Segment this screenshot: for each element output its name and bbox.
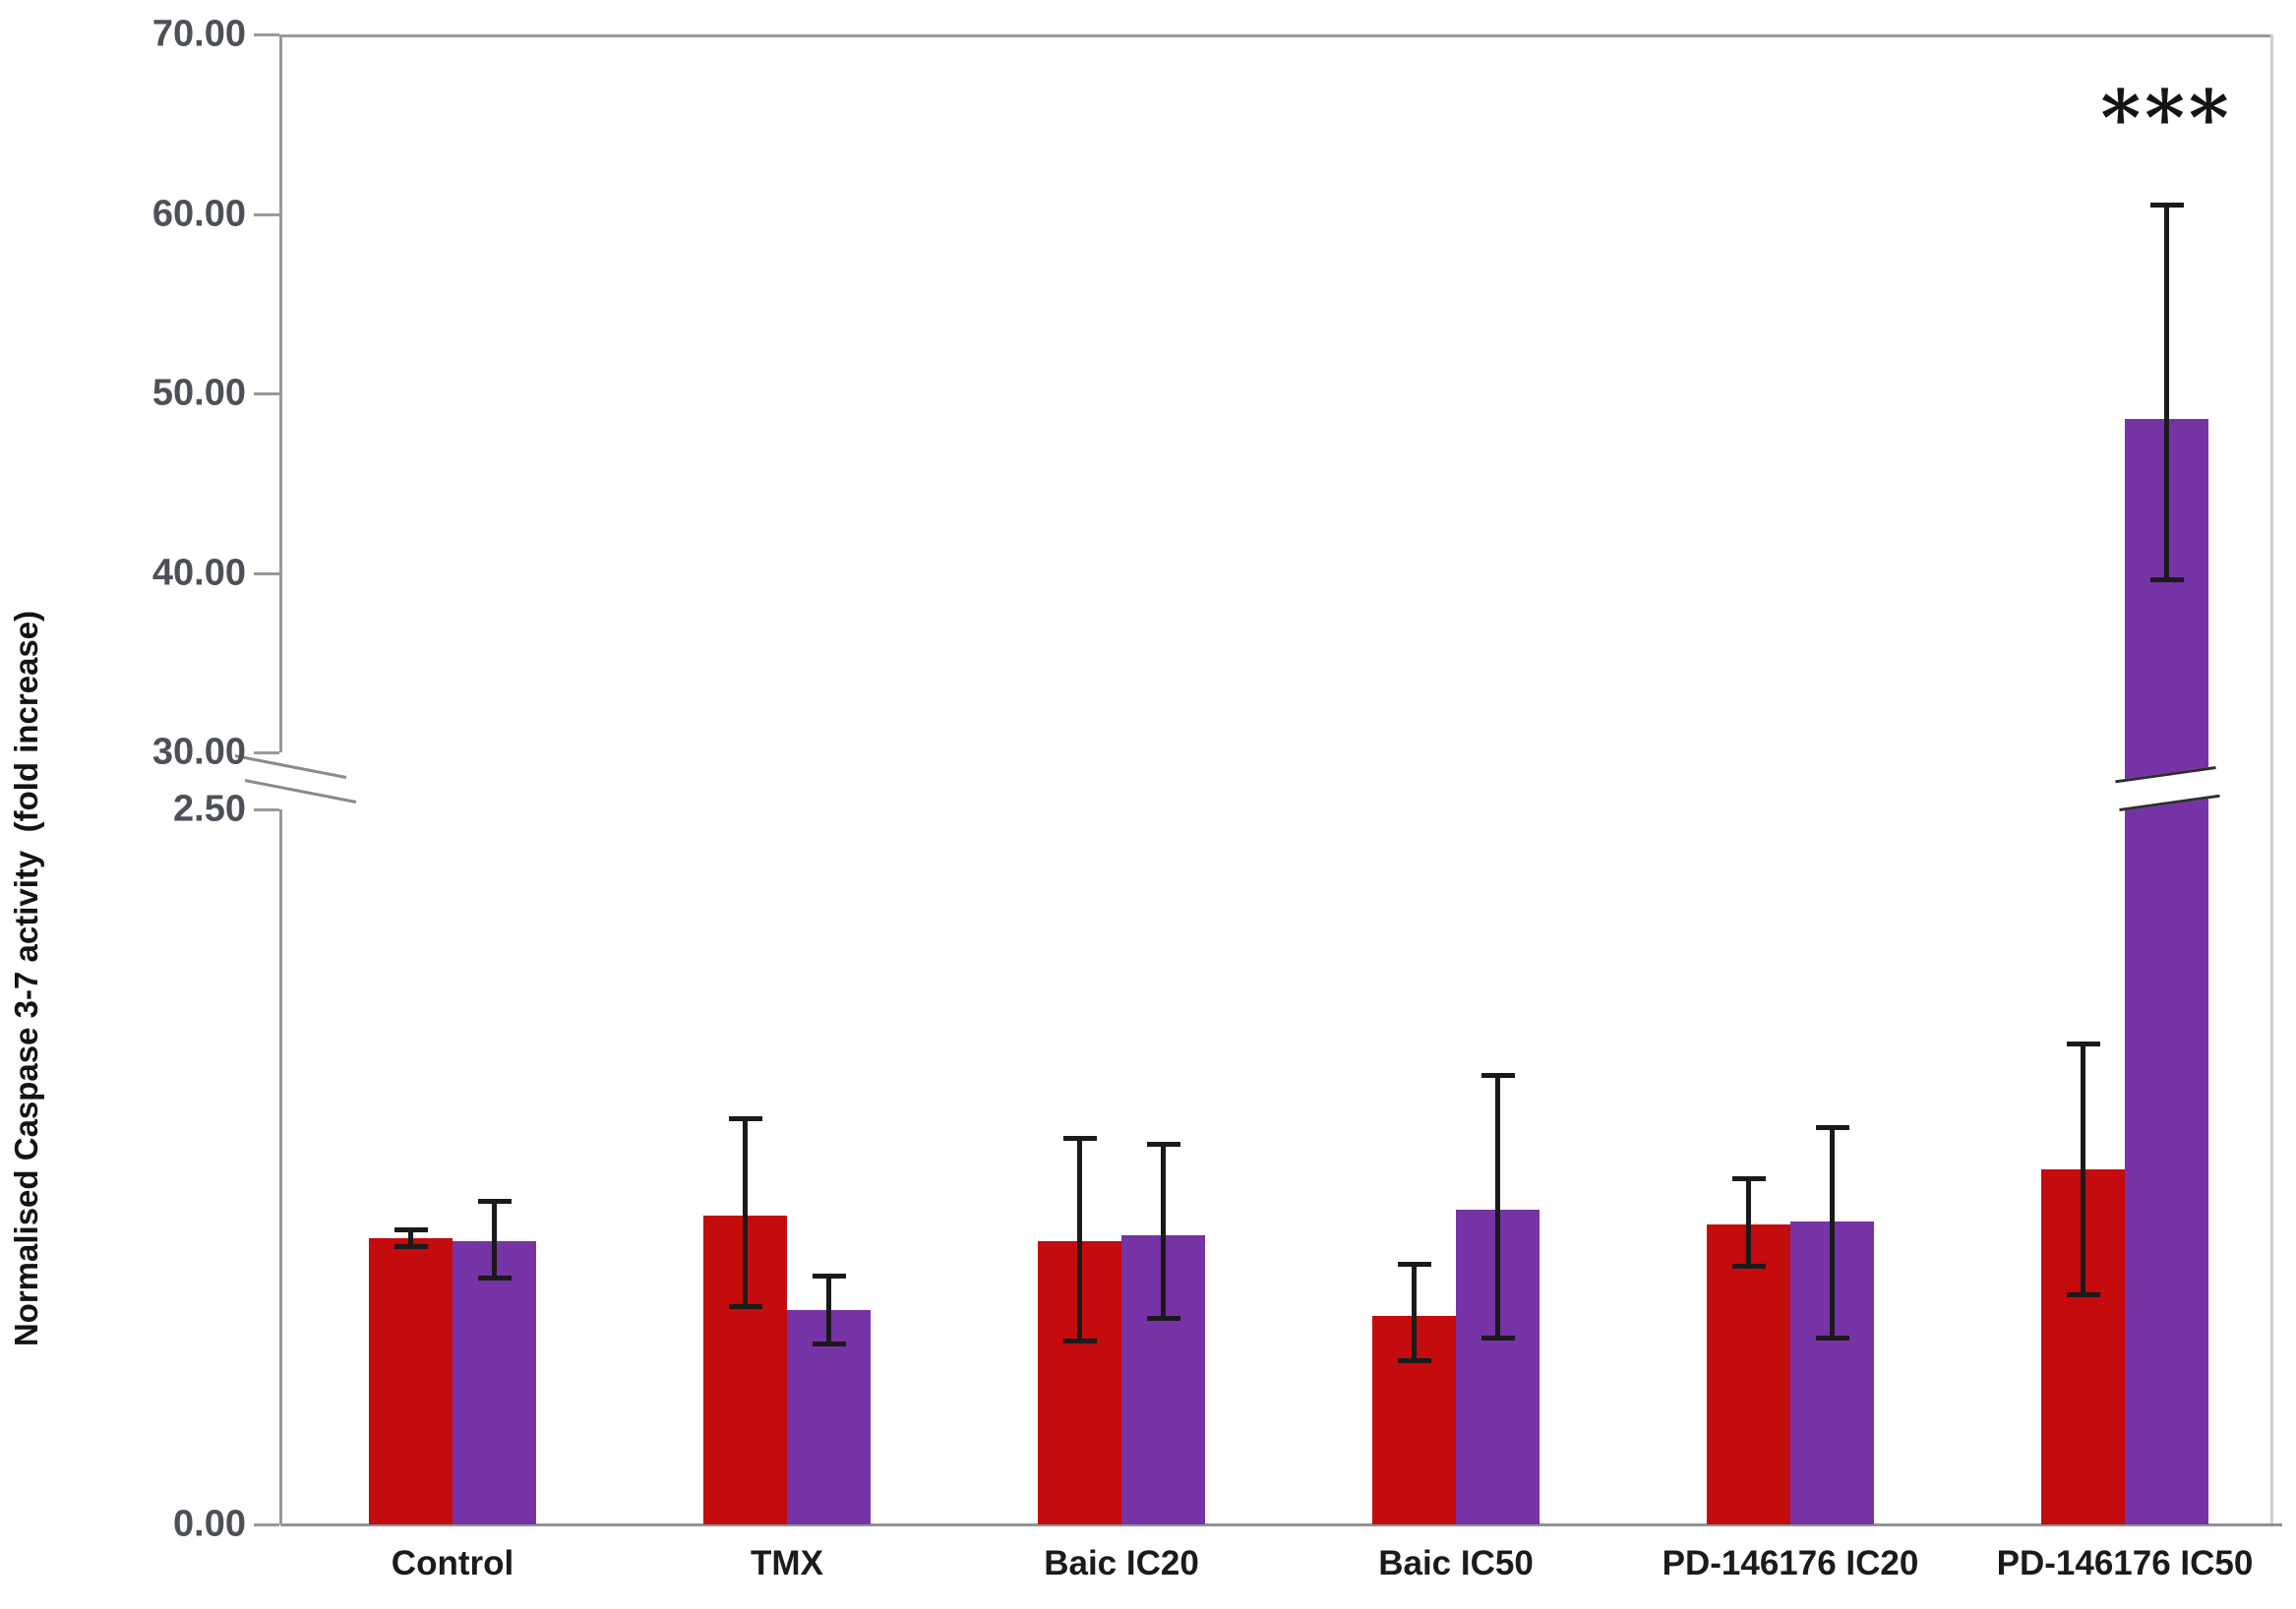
error-cap-top-series-purple-baic-ic20: [1146, 1142, 1180, 1148]
bar-series-red-control: [369, 1238, 453, 1524]
error-cap-top-series-purple-tmx: [812, 1274, 846, 1279]
error-cap-bottom-series-purple-pd-146176-ic50: [2149, 576, 2184, 582]
y-tick-label: 2.50: [173, 788, 246, 830]
error-bar-series-purple-pd-146176-ic50: [2164, 205, 2169, 580]
category-label: PD-146176 IC20: [1662, 1544, 1919, 1582]
error-cap-top-series-purple-pd-146176-ic50: [2149, 203, 2184, 209]
error-cap-top-series-red-tmx: [728, 1116, 762, 1122]
error-bar-series-purple-control: [492, 1201, 497, 1279]
bar-series-purple-pd-146176-ic50: [2125, 418, 2208, 1524]
error-bar-series-purple-pd-146176-ic20: [1830, 1126, 1835, 1339]
error-cap-top-series-red-baic-ic50: [1397, 1262, 1431, 1268]
y-tick-mark: [254, 33, 279, 36]
error-cap-bottom-series-purple-baic-ic50: [1480, 1335, 1515, 1341]
error-cap-top-series-purple-control: [477, 1199, 512, 1205]
category-label: Baic IC20: [1044, 1544, 1199, 1582]
category-label: Baic IC50: [1378, 1544, 1534, 1582]
error-cap-bottom-series-purple-pd-146176-ic20: [1815, 1335, 1849, 1341]
error-cap-bottom-series-red-pd-146176-ic20: [1731, 1264, 1766, 1270]
y-tick-mark: [254, 212, 279, 216]
plot-right-border: [2270, 34, 2273, 1524]
x-axis-line: [280, 1523, 2282, 1526]
y-tick-mark: [254, 751, 279, 754]
y-axis-lower-segment: [279, 809, 282, 1524]
error-cap-bottom-series-purple-baic-ic20: [1146, 1315, 1180, 1321]
significance-stars: ***: [2100, 74, 2233, 163]
error-cap-top-series-red-baic-ic20: [1062, 1136, 1097, 1142]
error-bar-series-red-pd-146176-ic20: [1746, 1178, 1751, 1268]
category-label: PD-146176 IC50: [1996, 1544, 2254, 1582]
error-cap-top-series-red-control: [393, 1227, 428, 1233]
y-tick-label: 30.00: [151, 731, 246, 773]
error-bar-series-purple-tmx: [826, 1276, 831, 1344]
error-bar-series-purple-baic-ic20: [1161, 1144, 1166, 1319]
error-cap-bottom-series-red-pd-146176-ic50: [2066, 1292, 2100, 1298]
error-bar-series-red-tmx: [743, 1118, 748, 1307]
axis-break-slash-2: [244, 779, 357, 804]
y-tick-mark: [254, 808, 279, 811]
category-label: TMX: [751, 1544, 823, 1582]
y-tick-mark: [254, 392, 279, 395]
error-cap-bottom-series-red-tmx: [728, 1303, 762, 1309]
y-axis-title: Normalised Caspase 3-7 activity (fold in…: [8, 610, 44, 1347]
error-cap-bottom-series-red-control: [393, 1243, 428, 1249]
error-bar-series-red-baic-ic50: [1412, 1264, 1417, 1362]
y-tick-label: 40.00: [151, 552, 246, 593]
error-bar-series-red-baic-ic20: [1077, 1138, 1082, 1341]
bar-series-red-pd-146176-ic20: [1707, 1223, 1790, 1524]
error-cap-bottom-series-purple-control: [477, 1275, 512, 1281]
axis-break-slash-1: [234, 754, 347, 779]
y-axis-upper-segment: [279, 34, 282, 752]
y-tick-label: 0.00: [173, 1503, 246, 1545]
error-cap-top-series-red-pd-146176-ic20: [1731, 1176, 1766, 1182]
error-cap-top-series-red-pd-146176-ic50: [2066, 1042, 2100, 1047]
y-tick-label: 50.00: [151, 372, 246, 414]
error-bar-series-red-control: [408, 1229, 413, 1247]
error-cap-top-series-purple-pd-146176-ic20: [1815, 1124, 1849, 1130]
error-cap-bottom-series-purple-tmx: [812, 1341, 846, 1346]
error-bar-series-purple-baic-ic50: [1495, 1075, 1500, 1339]
error-bar-series-red-pd-146176-ic50: [2081, 1043, 2085, 1296]
bar-series-purple-control: [453, 1241, 536, 1524]
y-tick-mark: [254, 571, 279, 575]
plot-top-border: [280, 34, 2272, 37]
error-cap-top-series-purple-baic-ic50: [1480, 1073, 1515, 1079]
error-cap-bottom-series-red-baic-ic50: [1397, 1358, 1431, 1364]
y-tick-mark: [254, 1523, 279, 1526]
y-tick-label: 60.00: [151, 193, 246, 234]
error-cap-bottom-series-red-baic-ic20: [1062, 1338, 1097, 1343]
y-tick-label: 70.00: [151, 13, 246, 55]
category-label: Control: [391, 1544, 514, 1582]
